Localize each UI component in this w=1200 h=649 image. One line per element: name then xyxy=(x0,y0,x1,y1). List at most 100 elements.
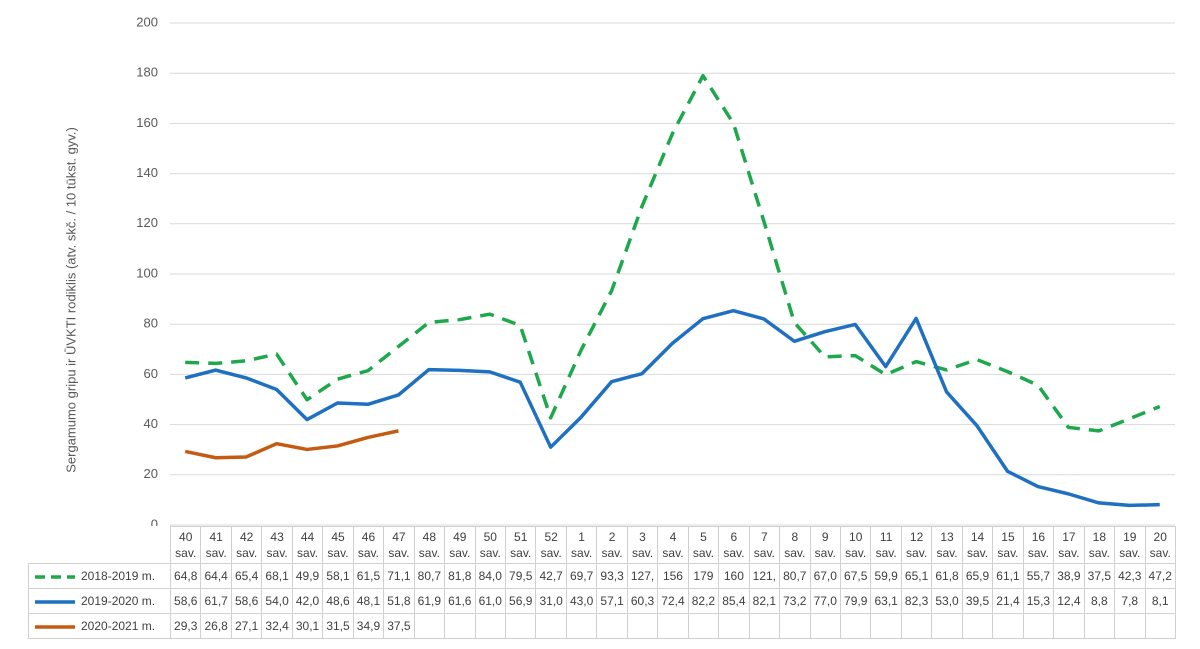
data-label: 15,3 xyxy=(1022,588,1055,614)
data-label: 8,8 xyxy=(1083,588,1116,614)
y-tick-label: 60 xyxy=(144,366,158,381)
data-label: 64,8 xyxy=(169,563,202,589)
y-tick-label: 120 xyxy=(136,215,158,230)
data-label: 47,2 xyxy=(1144,563,1176,589)
data-label: 65,9 xyxy=(961,563,994,589)
empty-cell xyxy=(1114,613,1146,639)
data-label: 7,8 xyxy=(1114,588,1146,614)
legend-swatch xyxy=(35,600,75,604)
data-label: 39,5 xyxy=(961,588,994,614)
data-label: 80,7 xyxy=(413,563,446,589)
data-label: 58,6 xyxy=(230,588,263,614)
x-tick-label: 42 sav. xyxy=(230,526,263,564)
data-label: 65,4 xyxy=(230,563,263,589)
data-label: 160 xyxy=(718,563,750,589)
data-label: 67,0 xyxy=(809,563,841,589)
x-tick-label: 15 sav. xyxy=(992,526,1024,564)
data-label: 68,1 xyxy=(261,563,293,589)
x-tick-label: 19 sav. xyxy=(1114,526,1146,564)
empty-cell xyxy=(809,613,841,639)
data-label: 48,6 xyxy=(322,588,354,614)
x-tick-label: 9 sav. xyxy=(809,526,841,564)
empty-cell xyxy=(657,613,689,639)
x-tick-label: 6 sav. xyxy=(718,526,750,564)
data-label: 42,0 xyxy=(291,588,324,614)
y-axis-label: Sergamumo gripu ir ŪVKTI rodiklis (atv. … xyxy=(63,127,78,473)
data-label: 8,1 xyxy=(1144,588,1176,614)
empty-cell xyxy=(1053,613,1085,639)
data-label: 56,9 xyxy=(504,588,537,614)
legend-item: 2020-2021 m. xyxy=(28,613,171,639)
data-label: 61,7 xyxy=(200,588,232,614)
data-label: 61,9 xyxy=(413,588,446,614)
empty-cell xyxy=(1083,613,1116,639)
empty-cell xyxy=(504,613,537,639)
data-label: 59,9 xyxy=(870,563,902,589)
empty-cell xyxy=(779,613,811,639)
data-label: 79,9 xyxy=(839,588,872,614)
data-label: 27,1 xyxy=(230,613,263,639)
data-label: 54,0 xyxy=(261,588,293,614)
x-tick-label: 11 sav. xyxy=(870,526,902,564)
empty-cell xyxy=(444,613,476,639)
empty-cell xyxy=(413,613,446,639)
empty-cell xyxy=(992,613,1024,639)
x-tick-label: 1 sav. xyxy=(565,526,598,564)
data-label: 82,1 xyxy=(748,588,781,614)
x-tick-label: 48 sav. xyxy=(413,526,446,564)
x-tick-label: 51 sav. xyxy=(504,526,537,564)
data-label: 93,3 xyxy=(596,563,628,589)
x-tick-label: 49 sav. xyxy=(444,526,476,564)
data-label: 127, xyxy=(626,563,659,589)
data-label: 67,5 xyxy=(839,563,872,589)
empty-cell xyxy=(931,613,963,639)
x-tick-label: 20 sav. xyxy=(1144,526,1176,564)
x-tick-label: 13 sav. xyxy=(931,526,963,564)
x-tick-label: 46 sav. xyxy=(352,526,385,564)
legend-swatch xyxy=(35,575,75,579)
data-label: 29,3 xyxy=(169,613,202,639)
data-label: 34,9 xyxy=(352,613,385,639)
data-label: 30,1 xyxy=(291,613,324,639)
data-label: 58,6 xyxy=(169,588,202,614)
y-tick-label: 200 xyxy=(136,14,158,29)
empty-cell xyxy=(565,613,598,639)
legend-label: 2018-2019 m. xyxy=(81,569,156,583)
data-label: 55,7 xyxy=(1022,563,1055,589)
y-tick-label: 80 xyxy=(144,316,158,331)
data-label: 85,4 xyxy=(718,588,750,614)
data-label: 79,5 xyxy=(504,563,537,589)
data-label: 32,4 xyxy=(261,613,293,639)
data-label: 42,3 xyxy=(1114,563,1146,589)
empty-cell xyxy=(961,613,994,639)
x-tick-label: 2 sav. xyxy=(596,526,628,564)
y-tick-label: 100 xyxy=(136,265,158,280)
x-tick-label: 41 sav. xyxy=(200,526,232,564)
data-label: 61,1 xyxy=(992,563,1024,589)
data-label: 57,1 xyxy=(596,588,628,614)
x-tick-label: 5 sav. xyxy=(687,526,720,564)
y-tick-label: 140 xyxy=(136,165,158,180)
data-label: 121, xyxy=(748,563,781,589)
data-label: 58,1 xyxy=(322,563,354,589)
x-tick-label: 4 sav. xyxy=(657,526,689,564)
data-label: 82,2 xyxy=(687,588,720,614)
data-label: 60,3 xyxy=(626,588,659,614)
data-label: 37,5 xyxy=(1083,563,1116,589)
data-label: 21,4 xyxy=(992,588,1024,614)
empty-cell xyxy=(900,613,933,639)
legend-label: 2019-2020 m. xyxy=(81,594,156,608)
series-line xyxy=(185,73,1161,433)
corner xyxy=(29,527,171,564)
x-tick-label: 40 sav. xyxy=(169,526,202,564)
x-tick-label: 45 sav. xyxy=(322,526,354,564)
empty-cell xyxy=(718,613,750,639)
empty-cell xyxy=(687,613,720,639)
data-label: 43,0 xyxy=(565,588,598,614)
y-tick-label: 40 xyxy=(144,416,158,431)
x-tick-label: 50 sav. xyxy=(474,526,506,564)
data-label: 49,9 xyxy=(291,563,324,589)
data-label: 31,5 xyxy=(322,613,354,639)
data-label: 12,4 xyxy=(1053,588,1085,614)
